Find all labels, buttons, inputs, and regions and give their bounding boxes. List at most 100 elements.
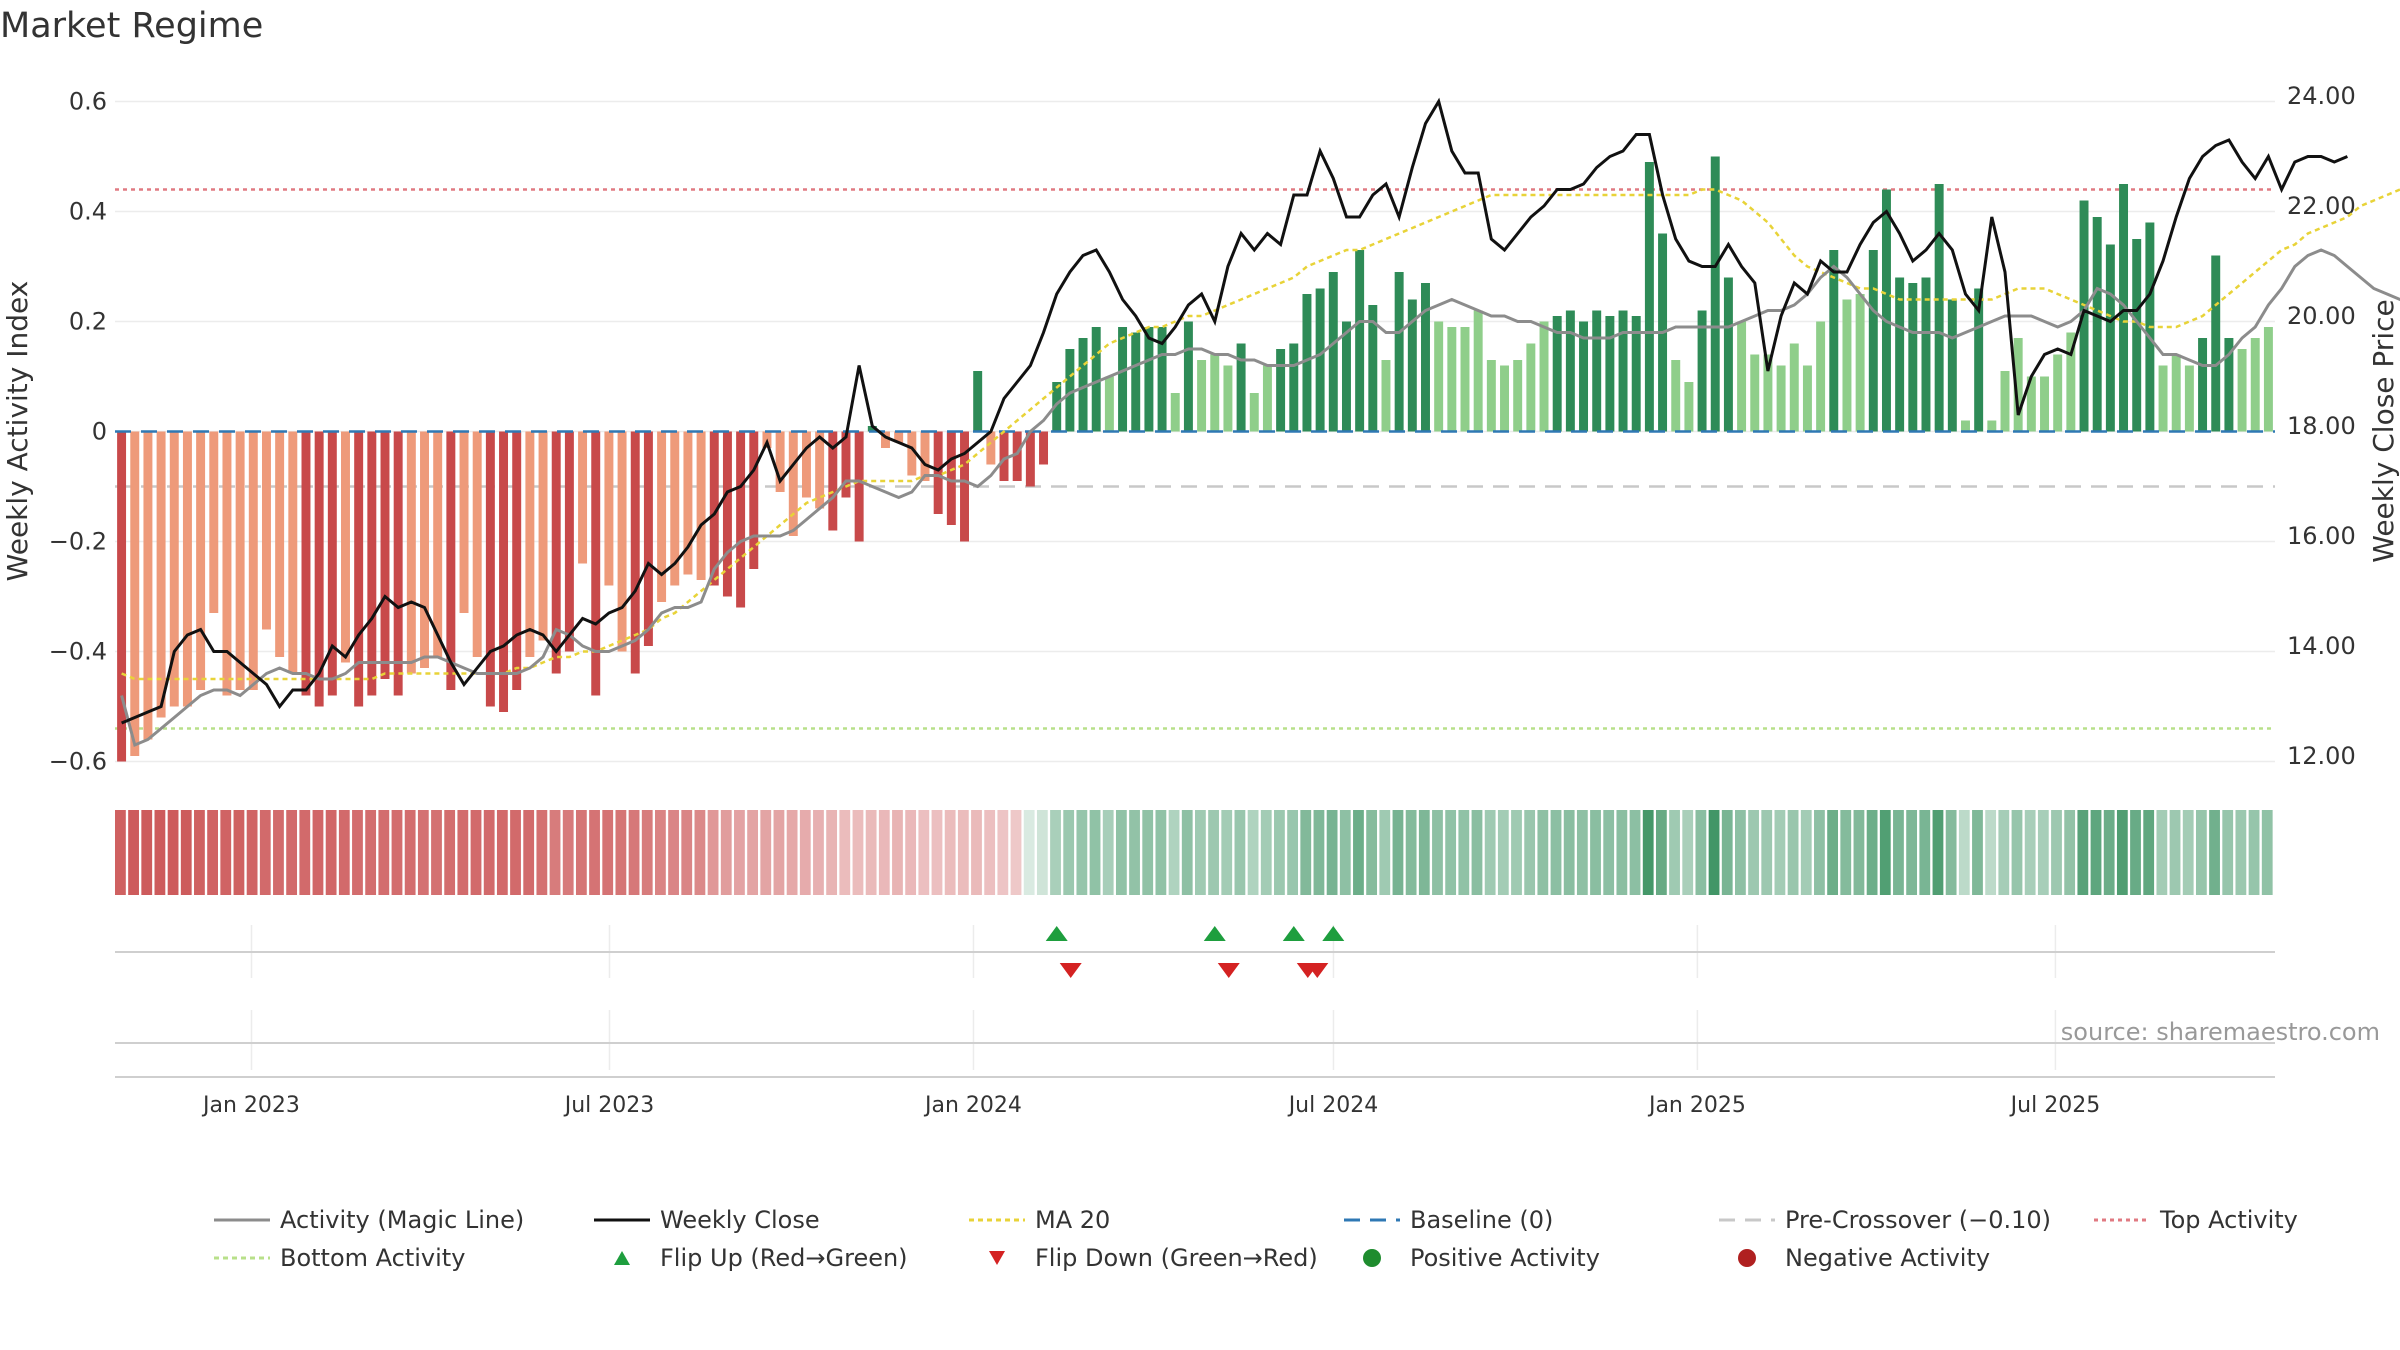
legend-item-pre-crossover: Pre-Crossover (−0.10): [1715, 1205, 2051, 1235]
heat-strip-cell: [2209, 810, 2220, 895]
heat-strip-cell: [2037, 810, 2049, 895]
activity-bar: [1552, 316, 1562, 432]
activity-bar: [775, 431, 785, 492]
heat-strip-cell: [1985, 810, 1997, 895]
legend-label-positive: Positive Activity: [1410, 1244, 1600, 1272]
y2-tick-label: 20.00: [2287, 302, 2356, 330]
heat-strip-cell: [2248, 810, 2260, 895]
activity-bar: [749, 431, 759, 569]
heat-strip-cell: [431, 810, 442, 895]
heat-strip-cell: [1919, 810, 1931, 895]
heat-strip-cell: [2222, 810, 2234, 895]
heat-strip-cell: [1879, 810, 1891, 895]
activity-bar: [1710, 156, 1720, 432]
activity-bar: [2132, 239, 2142, 432]
legend-item-positive: Positive Activity: [1340, 1243, 1600, 1273]
activity-bar: [709, 431, 719, 586]
heat-strip-cell: [826, 810, 838, 895]
heat-strip-cell: [1405, 810, 1417, 895]
activity-bar: [1473, 310, 1483, 432]
legend: Activity (Magic Line) Bottom Activity We…: [210, 1205, 2400, 1295]
heat-strip-cell: [865, 810, 877, 895]
activity-bar: [1934, 184, 1944, 432]
heat-strip-cell: [1655, 810, 1667, 895]
activity-bar: [143, 431, 153, 740]
heat-strip-cell: [786, 810, 798, 895]
heat-strip-cell: [1010, 810, 1022, 895]
heat-strip-cell: [2116, 810, 2128, 895]
activity-bar: [261, 431, 271, 630]
flip-down-marker: [1306, 963, 1329, 978]
activity-bar: [1052, 382, 1062, 432]
heat-strip-cell: [391, 810, 403, 895]
y2-tick-label: 22.00: [2287, 192, 2356, 220]
heat-strip-cell: [760, 810, 772, 895]
activity-bar: [1513, 360, 1523, 432]
heat-strip-cell: [457, 810, 469, 895]
heat-strip-cell: [2195, 810, 2207, 895]
activity-bar: [446, 431, 456, 690]
heat-strip-cell: [1221, 810, 1233, 895]
activity-bar: [1947, 299, 1957, 432]
heat-strip-cell: [655, 810, 666, 895]
heat-strip-cell: [905, 810, 917, 895]
heat-strip-cell: [352, 810, 363, 895]
activity-bar: [683, 431, 693, 575]
heat-strip-cell: [1076, 810, 1088, 895]
heat-strip-cell: [1972, 810, 1983, 895]
activity-bar: [1908, 283, 1918, 432]
activity-bar: [1987, 420, 1997, 432]
heat-strip-cell: [1695, 810, 1707, 895]
heat-strip-cell: [1958, 810, 1970, 895]
heat-strip-cell: [2051, 810, 2062, 895]
heat-strip-cell: [1576, 810, 1588, 895]
activity-bar: [815, 431, 825, 509]
heat-strip-cell: [602, 810, 614, 895]
heat-strip-cell: [246, 810, 258, 895]
y2-axis-label: Weekly Close Price: [2367, 299, 2400, 562]
heat-strip-cell: [1287, 810, 1298, 895]
activity-bar: [1789, 343, 1799, 432]
activity-bar: [130, 431, 140, 756]
activity-bar: [1447, 327, 1457, 432]
activity-bar: [1262, 365, 1272, 432]
activity-bar: [314, 431, 324, 707]
heat-strip-cell: [1590, 810, 1601, 895]
heat-strip-cell: [523, 810, 535, 895]
heat-strip-cell: [931, 810, 943, 895]
heat-strip-cell: [2169, 810, 2181, 895]
legend-label-pre-crossover: Pre-Crossover (−0.10): [1785, 1206, 2052, 1234]
activity-bar: [1157, 327, 1167, 432]
heat-strip-cell: [1115, 810, 1127, 895]
activity-bar: [1394, 272, 1404, 432]
heat-strip-cell: [1063, 810, 1075, 895]
x-tick-label: Jul 2023: [563, 1093, 655, 1118]
activity-bar: [2158, 365, 2168, 432]
activity-bar: [946, 431, 956, 525]
activity-bar: [1434, 321, 1444, 432]
activity-bar: [1025, 431, 1035, 487]
activity-bar: [1802, 365, 1812, 432]
heat-strip-cell: [338, 810, 350, 895]
heat-strip-cell: [1761, 810, 1773, 895]
y2-tick-label: 14.00: [2287, 632, 2356, 660]
heat-strip-cell: [589, 810, 600, 895]
heat-strip-cell: [1313, 810, 1325, 895]
heat-strip-cell: [562, 810, 574, 895]
heat-strip-cell: [878, 810, 890, 895]
heat-strip-cell: [2103, 810, 2115, 895]
heat-strip-cell: [417, 810, 429, 895]
legend-label-baseline: Baseline (0): [1410, 1206, 1554, 1234]
activity-bar: [182, 431, 192, 707]
heat-strip-cell: [1893, 810, 1904, 895]
heat-strip-cell: [549, 810, 561, 895]
activity-bar: [1895, 277, 1905, 432]
heat-strip-cell: [325, 810, 337, 895]
activity-bar: [722, 431, 732, 597]
activity-bar: [2171, 354, 2181, 432]
activity-bar: [1104, 376, 1114, 432]
heat-strip-cell: [918, 810, 930, 895]
heat-strip-cell: [1814, 810, 1825, 895]
activity-bar: [1605, 316, 1615, 432]
activity-bar: [801, 431, 811, 498]
